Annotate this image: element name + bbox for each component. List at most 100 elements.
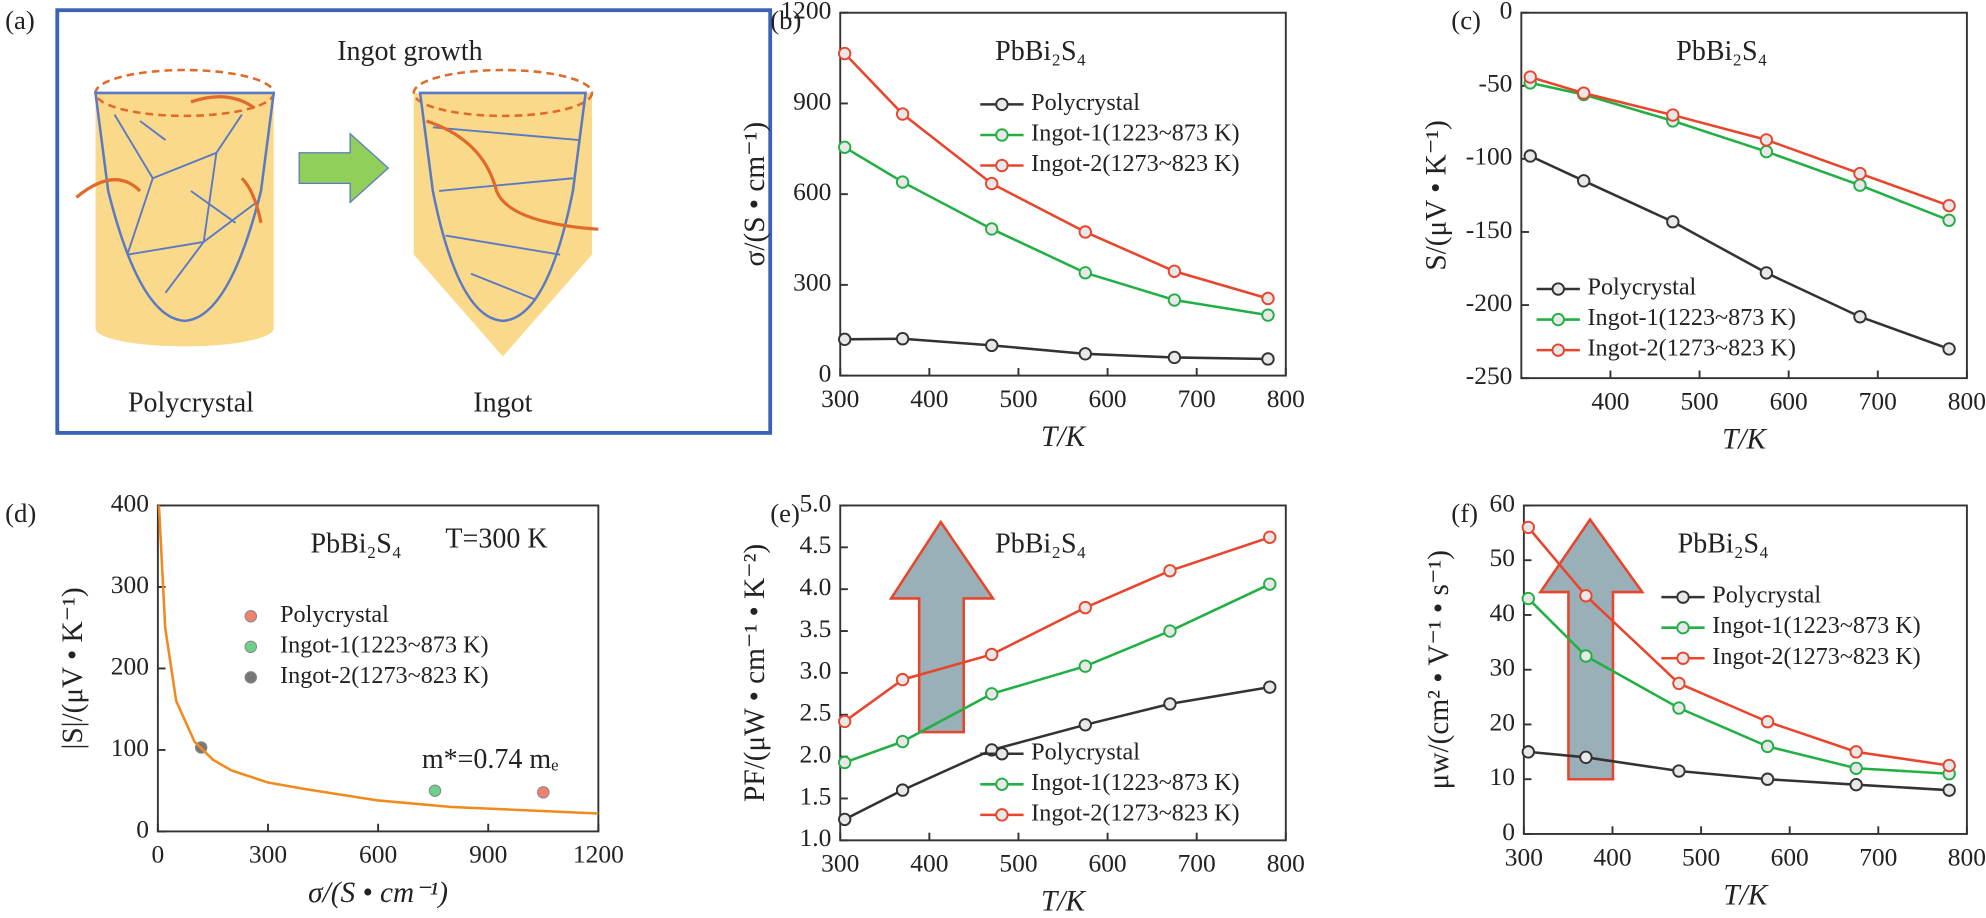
data-point	[1760, 772, 1775, 786]
plot-frame	[1520, 11, 1968, 380]
diagram-title: Ingot growth	[337, 36, 482, 67]
data-point	[838, 332, 852, 347]
y-tick-label: 50	[1490, 543, 1515, 572]
data-point	[985, 176, 999, 191]
panel-label: (a)	[5, 5, 35, 35]
data-point	[1078, 347, 1092, 361]
data-point	[1163, 697, 1177, 711]
y-tick-label: 60	[1490, 488, 1515, 517]
x-axis-label: T/K	[1041, 886, 1086, 918]
y-tick-label: -150	[1466, 215, 1513, 244]
y-tick-label: 3.0	[799, 656, 831, 685]
data-point	[1078, 659, 1092, 673]
data-point	[1263, 577, 1277, 591]
data-point	[1078, 718, 1092, 732]
y-tick-label: 0	[1500, 0, 1513, 25]
chart-title: PbBi₂S₄	[311, 529, 402, 560]
legend-label: Ingot-2(1273~823 K)	[1031, 150, 1239, 177]
x-tick-label: 300	[1505, 842, 1543, 871]
legend-label: Ingot-1(1223~873 K)	[1588, 304, 1796, 331]
data-point	[838, 755, 852, 770]
data-point	[985, 647, 999, 662]
x-tick-label: 400	[1591, 386, 1629, 415]
legend-label: Ingot-2(1273~823 K)	[1588, 335, 1796, 362]
y-tick-label: 0	[819, 358, 832, 387]
y-tick-label: 300	[793, 268, 831, 297]
chart-title: PbBi₂S₄	[1676, 36, 1767, 67]
data-point	[1759, 144, 1774, 159]
x-tick-label: 400	[1593, 842, 1631, 871]
data-point	[1521, 520, 1535, 535]
data-point	[1672, 764, 1686, 778]
data-point	[1849, 745, 1863, 759]
legend-label: Polycrystal	[1712, 582, 1821, 609]
data-point	[1942, 783, 1956, 797]
y-tick-label: 300	[111, 570, 149, 599]
series-line	[157, 505, 599, 815]
y-tick-label: 0	[1502, 817, 1515, 846]
data-point	[1672, 676, 1686, 691]
y-tick-label: 3.5	[799, 614, 831, 643]
series-line	[844, 583, 1271, 764]
data-point	[895, 672, 910, 687]
data-point	[838, 714, 852, 729]
y-tick-label: -100	[1466, 142, 1513, 171]
x-tick-label: 700	[1859, 386, 1897, 415]
data-point	[1078, 600, 1092, 615]
legend-marker	[1676, 590, 1690, 604]
data-point	[1579, 750, 1593, 765]
legend-marker	[995, 777, 1009, 791]
data-point	[895, 107, 910, 121]
y-tick-label: -200	[1466, 288, 1513, 317]
legend-marker	[1551, 312, 1565, 327]
legend-label: Polycrystal	[280, 601, 389, 628]
data-point	[1942, 342, 1956, 356]
data-point	[1942, 758, 1956, 773]
y-tick-label: 900	[793, 86, 831, 115]
data-point	[1577, 86, 1591, 100]
x-tick-label: 300	[821, 384, 859, 413]
y-axis-label: μw/(cm² • V⁻¹ • s⁻¹)	[1423, 550, 1455, 789]
legend-label: Ingot-1(1223~873 K)	[280, 631, 488, 658]
data-point	[895, 175, 910, 189]
ingot-grains	[432, 126, 580, 301]
panel-label: (b)	[770, 5, 801, 35]
chart-panel: (e) 1.0 1.5 2.0 2.5 3.0 3.5 4.0 4.5 5.0 300 400 500 6…	[739, 488, 1305, 917]
data-point	[428, 784, 442, 797]
chart-panel: (c) -250 -200 -150 -100 -50 0 400 500 600 700 800 T/…	[1420, 0, 1986, 456]
series-line	[1529, 81, 1950, 222]
data-point	[838, 812, 852, 827]
x-tick-label: 500	[1680, 386, 1718, 415]
data-point	[1521, 591, 1535, 606]
data-point	[895, 332, 910, 346]
legend-marker	[244, 610, 258, 623]
chart-title: PbBi₂S₄	[1678, 529, 1769, 560]
data-point	[985, 222, 999, 236]
x-tick-label: 800	[1948, 842, 1986, 871]
y-tick-label: 4.0	[799, 572, 831, 601]
ingot-crucible	[418, 91, 588, 323]
data-point	[1849, 778, 1863, 792]
y-tick-label: 40	[1490, 598, 1515, 627]
arrows-left	[75, 95, 263, 224]
label-left: Polycrystal	[128, 387, 254, 418]
data-point	[838, 46, 852, 61]
data-point	[1942, 198, 1956, 213]
data-point	[1672, 701, 1686, 715]
data-point	[1167, 264, 1182, 278]
x-tick-label: 700	[1178, 384, 1216, 413]
y-tick-label: -250	[1466, 361, 1513, 390]
x-tick-label: 800	[1267, 849, 1305, 878]
panel-label: (c)	[1451, 5, 1481, 35]
series-line	[1527, 526, 1950, 767]
x-tick-label: 600	[1770, 386, 1808, 415]
x-tick-label: 700	[1859, 842, 1897, 871]
data-point	[1853, 310, 1867, 324]
x-tick-label: 400	[910, 849, 948, 878]
x-axis-label: T/K	[1723, 879, 1768, 911]
series-line	[844, 146, 1269, 317]
data-point	[1523, 70, 1537, 84]
data-point	[1760, 715, 1775, 729]
